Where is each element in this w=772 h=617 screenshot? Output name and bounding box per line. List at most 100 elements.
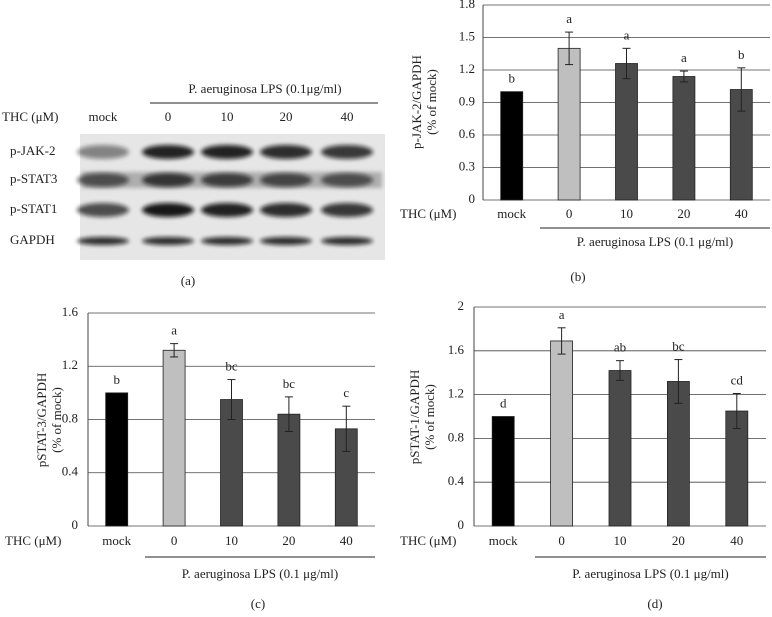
blot-band (260, 145, 312, 159)
blot-band (260, 237, 312, 245)
x-tick-label: 20 (672, 533, 685, 548)
lane-label: 40 (341, 109, 354, 124)
y-tick-label: 0.3 (459, 158, 475, 173)
lane-label: 10 (221, 109, 234, 124)
blot-band (142, 237, 194, 245)
row-label: p-JAK-2 (10, 143, 56, 158)
error-bar (557, 327, 566, 355)
y-tick-label: 0.6 (459, 126, 476, 141)
blot-band (201, 173, 253, 187)
blot-band (142, 145, 194, 159)
bar (491, 416, 515, 527)
y-tick-label: 0 (72, 517, 79, 532)
error-bar (170, 343, 179, 358)
y-axis-title: (% of mock) (424, 69, 439, 135)
y-tick-label: 0.4 (448, 473, 465, 488)
y-tick-label: 0.8 (448, 429, 464, 444)
x-tick-label: 0 (558, 533, 565, 548)
y-tick-label: 0 (469, 191, 476, 206)
y-tick-label: 1.2 (448, 386, 464, 401)
error-bar (679, 70, 688, 83)
error-bar (674, 359, 683, 404)
y-axis-title: p-JAK-2/GAPDH (409, 55, 424, 149)
bar (550, 340, 573, 527)
significance-label: bc (283, 376, 296, 391)
significance-label: a (566, 11, 572, 26)
significance-label: a (624, 27, 630, 42)
chart: 0 0.4 0.8 1.2 1.6 2 pSTAT-1/GAPDH (% of mock) TH… (400, 298, 766, 611)
bar (105, 392, 129, 527)
blot-band (77, 237, 129, 245)
y-tick-label: 1.2 (459, 61, 475, 76)
blot-band (201, 145, 253, 159)
panel-label: (b) (570, 269, 585, 284)
lane-label: 20 (280, 109, 293, 124)
bar (500, 91, 524, 201)
x-axis-title: THC (μM) (400, 206, 456, 221)
y-axis-title: pSTAT-3/GAPDH (34, 373, 49, 468)
significance-label: d (500, 395, 507, 410)
y-axis-title: (% of mock) (422, 384, 437, 450)
x-tick-label: 10 (614, 533, 627, 548)
blot-band (321, 203, 373, 217)
y-tick-label: 1.6 (448, 342, 465, 357)
blot-band (77, 203, 129, 217)
x-tick-label: 40 (340, 533, 353, 548)
blot-band (201, 203, 253, 217)
lane-label: 0 (165, 109, 172, 124)
y-tick-label: 2 (458, 298, 465, 313)
y-axis-title: pSTAT-1/GAPDH (407, 370, 422, 465)
y-tick-label: 0.8 (62, 410, 78, 425)
error-bar (565, 31, 574, 66)
blot-treatment-label: THC (μM) (2, 109, 58, 124)
blot-band (77, 173, 129, 187)
x-tick-label: 10 (225, 533, 238, 548)
lane-label: mock (89, 109, 118, 124)
x-tick-label: mock (489, 533, 518, 548)
blot-band (201, 237, 253, 245)
x-tick-label: 20 (677, 206, 690, 221)
blot-band (142, 173, 194, 187)
significance-label: bc (672, 339, 685, 354)
x-tick-label: 0 (566, 206, 573, 221)
error-bar (737, 67, 746, 112)
y-tick-label: 0.4 (62, 464, 79, 479)
blot-band (321, 173, 373, 187)
error-bar (616, 360, 624, 381)
x-tick-label: mock (497, 206, 526, 221)
y-tick-label: 1.2 (62, 357, 78, 372)
error-bar (227, 379, 236, 420)
bar (162, 349, 186, 527)
blot-band (142, 203, 194, 217)
significance-label: ab (614, 340, 626, 355)
significance-label: c (343, 385, 349, 400)
error-bar (284, 396, 293, 432)
x-tick-label: 40 (730, 533, 743, 548)
bar (608, 370, 632, 527)
x-tick-label: 40 (735, 206, 748, 221)
x-tick-label: 0 (171, 533, 178, 548)
group-label: P. aeruginosa LPS (0.1 μg/ml) (577, 234, 733, 249)
x-tick-label: 10 (620, 206, 633, 221)
significance-label: b (738, 47, 745, 62)
y-tick-label: 1.8 (459, 0, 475, 11)
row-label: GAPDH (10, 232, 55, 247)
blot-group-label: P. aeruginosa LPS (0.1μg/ml) (188, 81, 341, 96)
significance-label: a (171, 323, 177, 338)
x-axis-title: THC (μM) (5, 533, 61, 548)
blot-band (77, 145, 129, 159)
row-label: p-STAT1 (10, 201, 57, 216)
significance-label: a (559, 307, 565, 322)
blot-band (321, 237, 373, 245)
row-label: p-STAT3 (10, 171, 57, 186)
error-bar (342, 405, 351, 452)
bar (672, 76, 696, 201)
chart: 0 0.4 0.8 1.2 1.6 pSTAT-3/GAPDH (% of mock) THC… (5, 304, 375, 611)
blot-band (321, 145, 373, 159)
error-bar (622, 47, 631, 80)
blot-band (260, 173, 312, 187)
y-tick-label: 1.6 (62, 304, 79, 319)
y-tick-label: 0.9 (459, 93, 475, 108)
x-tick-label: 20 (282, 533, 295, 548)
